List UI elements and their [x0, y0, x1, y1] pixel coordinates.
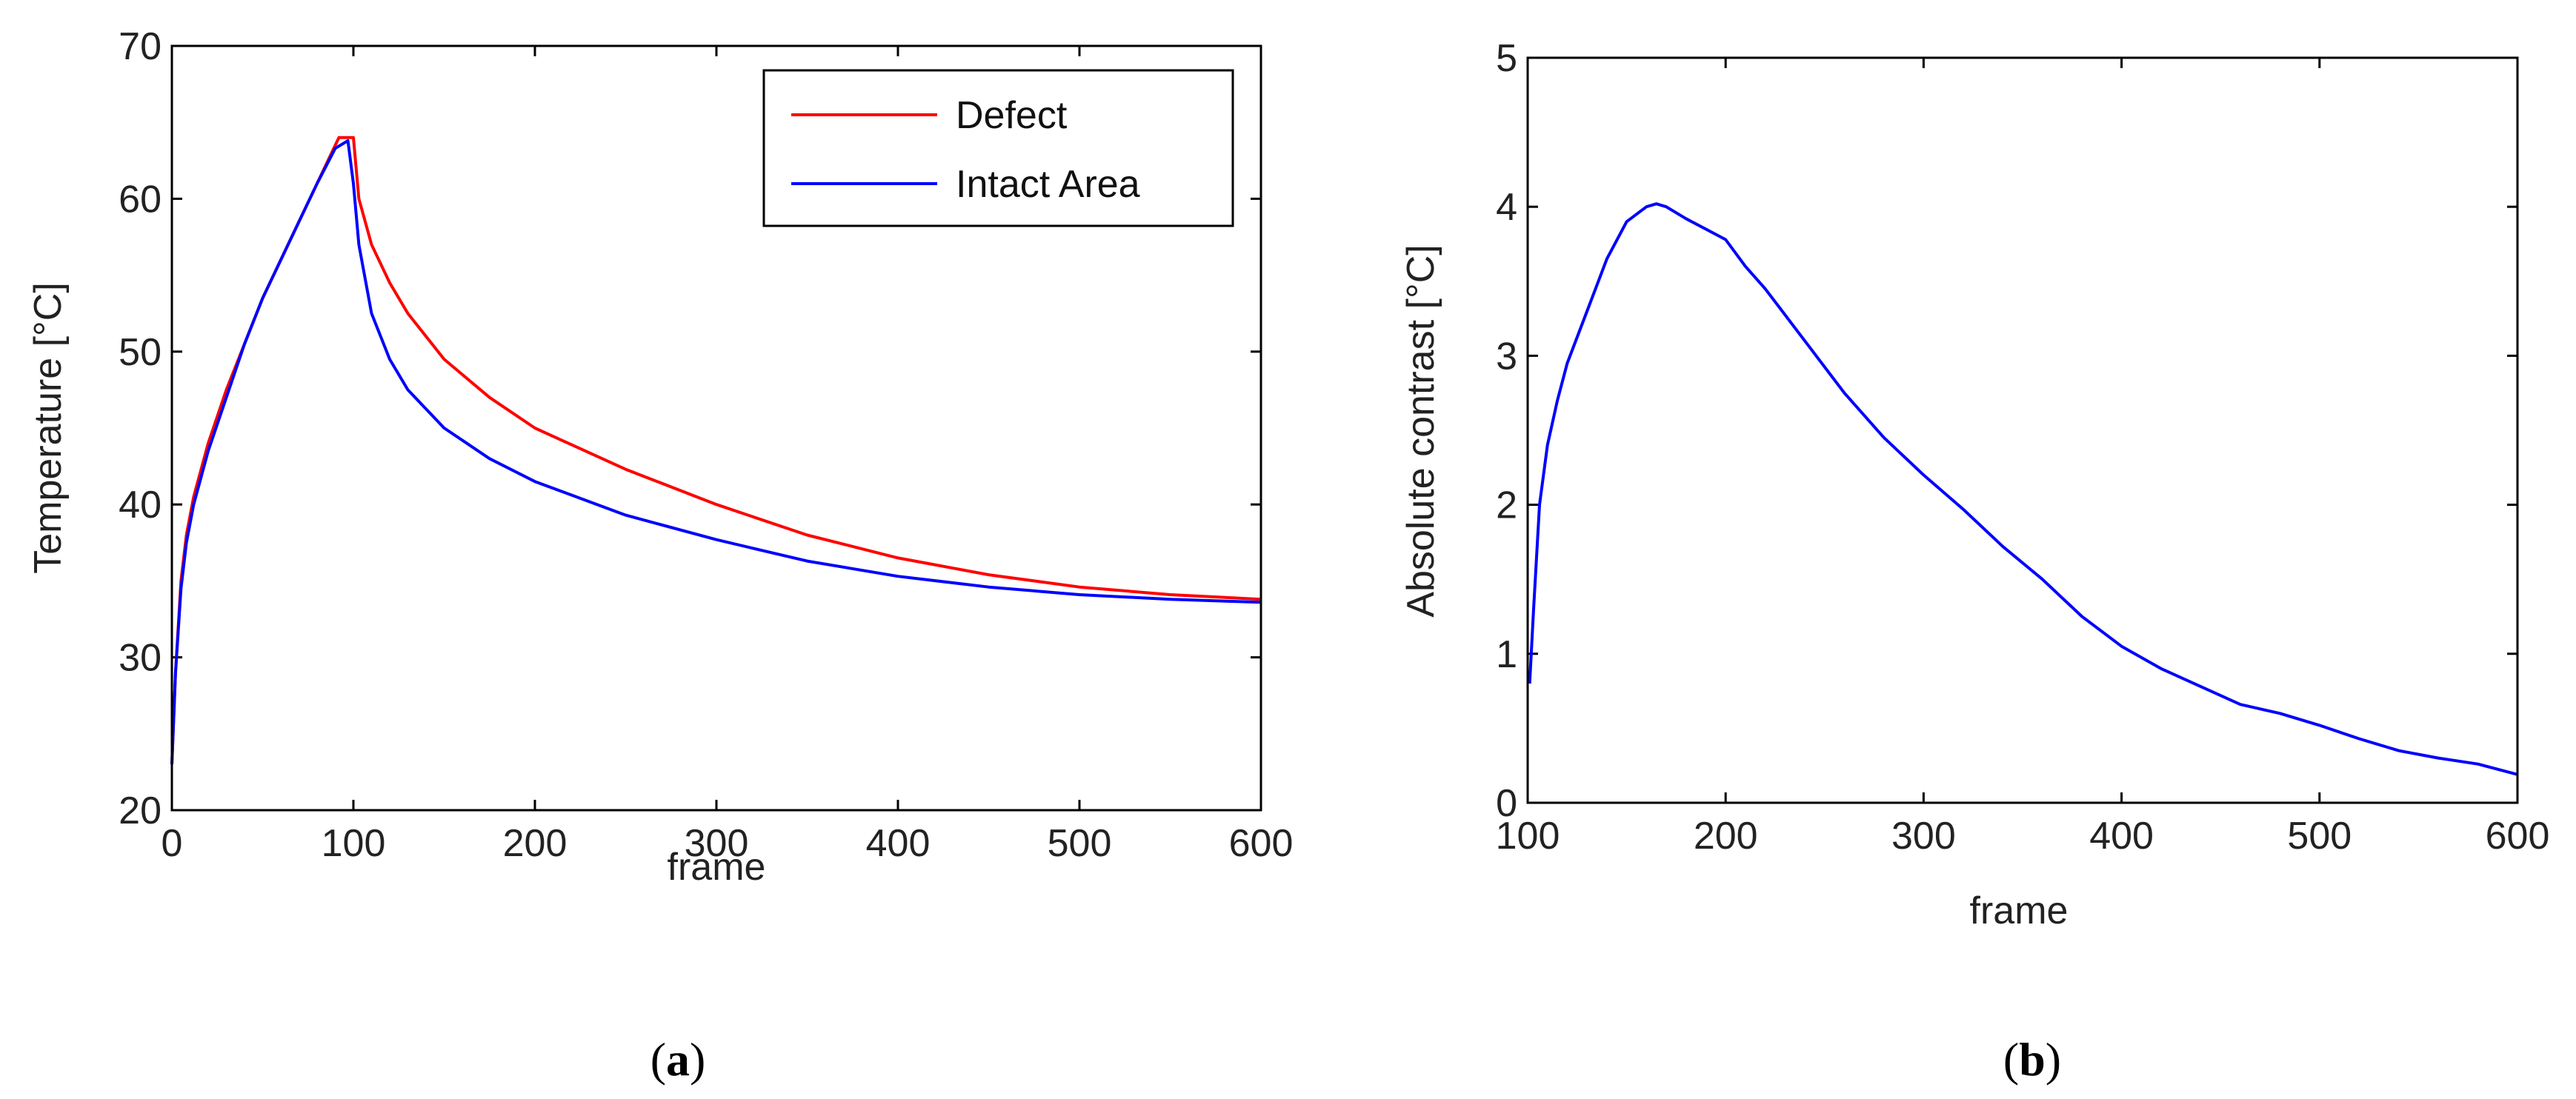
panel-a: 0 100 200 300 400 500 600 20 30 40 50 60 70 frame Te…	[27, 25, 1293, 1086]
panel-a-xlabel: frame	[668, 846, 766, 889]
legend-label-defect: Defect	[956, 94, 1068, 137]
panel-b-ytick-label: 3	[1496, 335, 1517, 378]
panel-b-xtick-label: 600	[2486, 815, 2550, 858]
panel-b-series-line-absolute-contrast	[1528, 202, 2518, 776]
panel-b-ytick-label: 0	[1496, 782, 1517, 825]
panel-a-ticks: 0 100 200 300 400 500 600 20 30 40 50 60 70	[119, 25, 1293, 865]
panel-b-ylabel: Absolute contrast [°C]	[1400, 244, 1442, 617]
panel-a-series-line-intact-area	[170, 139, 1262, 765]
panel-b-series	[1528, 202, 2518, 776]
panel-b-ytick-label: 1	[1496, 633, 1517, 676]
panel-b: 100 200 300 400 500 600 0 1 2 3 4 5 frame Absolute …	[1400, 37, 2549, 1086]
panel-a-ytick-label: 60	[119, 178, 162, 221]
panel-b-ytick-label: 4	[1496, 186, 1517, 229]
panel-b-ticks: 100 200 300 400 500 600 0 1 2 3 4 5	[1496, 37, 2550, 858]
panel-a-ytick-label: 40	[119, 484, 162, 527]
panel-a-series-line-defect	[170, 136, 1262, 765]
panel-a-label: (a)	[650, 1033, 706, 1086]
panel-b-label: (b)	[2003, 1033, 2061, 1086]
panel-a-legend: Defect Intact Area	[762, 69, 1234, 227]
legend-label-intact-area: Intact Area	[956, 163, 1140, 206]
panel-a-ytick-label: 70	[119, 25, 162, 68]
panel-b-xtick-label: 200	[1694, 815, 1758, 858]
panel-a-series	[170, 136, 1262, 765]
panel-a-legend-box	[762, 69, 1234, 227]
panel-a-xtick-label: 300	[685, 822, 749, 865]
panel-b-xtick-label: 500	[2287, 815, 2352, 858]
panel-a-ytick-label: 30	[119, 637, 162, 680]
panel-a-ytick-label: 50	[119, 331, 162, 374]
panel-b-axes-frame	[1526, 56, 2519, 804]
panel-a-xtick-label: 500	[1048, 822, 1112, 865]
panel-a-xtick-label: 100	[322, 822, 386, 865]
panel-a-ytick-label: 20	[119, 789, 162, 832]
panel-b-xtick-label: 300	[1891, 815, 1956, 858]
panel-b-ytick-label: 5	[1496, 37, 1517, 80]
panel-b-xtick-label: 400	[2089, 815, 2154, 858]
panel-a-xtick-label: 600	[1229, 822, 1294, 865]
panel-a-ylabel: Temperature [°C]	[27, 282, 70, 574]
panel-a-axes-frame	[170, 44, 1262, 812]
panel-a-xtick-label: 0	[162, 822, 183, 865]
panel-b-ytick-label: 2	[1496, 484, 1517, 527]
panel-a-xtick-label: 400	[866, 822, 931, 865]
panel-b-xtick-label: 100	[1496, 815, 1560, 858]
panel-b-xlabel: frame	[1970, 889, 2069, 932]
panel-a-xtick-label: 200	[503, 822, 568, 865]
